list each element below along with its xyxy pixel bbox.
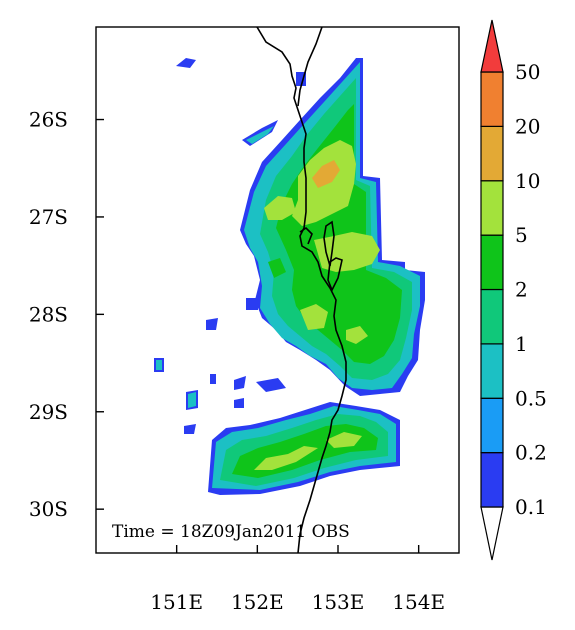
colorbar-level-label: 1 (515, 332, 528, 356)
colorbar-over-triangle (480, 19, 504, 73)
lon-tick-label: 153E (312, 590, 365, 614)
colorbar-level-label: 50 (515, 60, 540, 84)
longitude-axis: 151E 152E 153E 154E (150, 545, 445, 614)
precipitation-field (154, 58, 425, 495)
field-layer-peak (312, 160, 340, 188)
colorbar-level-label: 5 (515, 223, 528, 247)
lon-tick-label: 152E (231, 590, 284, 614)
colorbar-level-label: 0.2 (515, 441, 547, 465)
colorbar-segment (480, 125, 504, 182)
coastline (256, 27, 347, 553)
lat-tick-label: 30S (29, 497, 68, 521)
colorbar-segment (480, 180, 504, 236)
colorbar-segment (480, 234, 504, 291)
colorbar-segment (480, 452, 504, 508)
lat-tick-label: 29S (29, 400, 68, 424)
lat-tick-label: 26S (29, 108, 68, 132)
lat-tick-label: 28S (29, 302, 68, 326)
lat-tick-label: 27S (29, 205, 68, 229)
colorbar-segment (480, 288, 504, 345)
lon-tick-label: 151E (150, 590, 203, 614)
colorbar-level-label: 2 (515, 278, 528, 302)
colorbar-segment (480, 397, 504, 454)
latitude-axis: 26S 27S 28S 29S 30S (29, 108, 104, 521)
colorbar-segment (480, 343, 504, 399)
lon-tick-label: 154E (392, 590, 445, 614)
colorbar-level-label: 10 (515, 169, 540, 193)
colorbar-level-label: 0.5 (515, 386, 547, 410)
colorbar-level-label: 20 (515, 114, 540, 138)
time-label: Time = 18Z09Jan2011 OBS (112, 522, 350, 542)
plot-frame (95, 26, 460, 554)
colorbar-under-triangle (480, 506, 504, 561)
colorbar-segment (480, 71, 504, 127)
colorbar-level-label: 0.1 (515, 495, 547, 519)
colorbar: 0.1 0.2 0.5 1 2 5 10 20 50 (480, 19, 547, 561)
